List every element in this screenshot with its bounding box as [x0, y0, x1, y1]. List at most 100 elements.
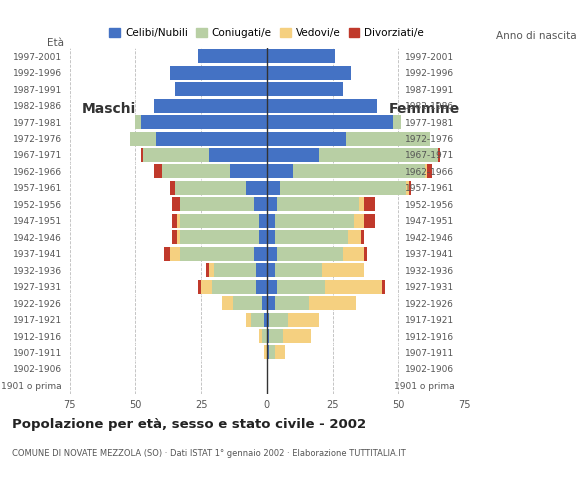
Bar [259, 214, 267, 228]
Bar [169, 66, 267, 80]
Bar [209, 148, 267, 162]
Bar [140, 148, 143, 162]
Text: Anno di nascita: Anno di nascita [496, 31, 577, 41]
Bar [180, 230, 259, 244]
Bar [212, 280, 256, 294]
Bar [277, 247, 343, 261]
Bar [267, 181, 280, 195]
Bar [172, 214, 177, 228]
Bar [172, 230, 177, 244]
Legend: Celibi/Nubili, Coniugati/e, Vedovi/e, Divorziati/e: Celibi/Nubili, Coniugati/e, Vedovi/e, Di… [105, 24, 429, 42]
Bar [382, 280, 385, 294]
Bar [346, 132, 430, 145]
Bar [253, 247, 267, 261]
Bar [270, 329, 282, 343]
Bar [267, 98, 377, 113]
Bar [130, 132, 157, 145]
Bar [267, 82, 343, 96]
Bar [262, 296, 267, 310]
Bar [275, 214, 354, 228]
Bar [438, 148, 440, 162]
Bar [267, 329, 270, 343]
Bar [175, 82, 267, 96]
Bar [275, 346, 285, 360]
Bar [427, 165, 433, 179]
Bar [177, 230, 180, 244]
Text: Età: Età [48, 38, 64, 48]
Bar [262, 329, 267, 343]
Bar [140, 115, 267, 129]
Text: Maschi: Maschi [82, 102, 136, 116]
Bar [267, 280, 277, 294]
Bar [164, 247, 169, 261]
Bar [162, 165, 230, 179]
Bar [230, 165, 267, 179]
Bar [359, 197, 364, 211]
Bar [180, 214, 259, 228]
Bar [233, 296, 262, 310]
Bar [275, 263, 322, 277]
Bar [267, 49, 335, 63]
Bar [275, 296, 309, 310]
Bar [406, 181, 409, 195]
Bar [154, 165, 162, 179]
Bar [349, 230, 361, 244]
Bar [277, 280, 325, 294]
Bar [264, 312, 267, 326]
Bar [267, 165, 293, 179]
Bar [425, 165, 427, 179]
Text: Femmine: Femmine [389, 102, 460, 116]
Bar [267, 263, 275, 277]
Bar [293, 165, 425, 179]
Bar [259, 230, 267, 244]
Bar [177, 214, 180, 228]
Bar [264, 346, 267, 360]
Bar [222, 296, 233, 310]
Text: Popolazione per età, sesso e stato civile - 2002: Popolazione per età, sesso e stato civil… [12, 418, 366, 431]
Bar [143, 148, 209, 162]
Bar [409, 181, 411, 195]
Bar [267, 230, 275, 244]
Bar [364, 247, 367, 261]
Bar [267, 148, 320, 162]
Bar [169, 181, 175, 195]
Bar [270, 312, 288, 326]
Bar [246, 312, 251, 326]
Bar [180, 247, 253, 261]
Bar [157, 132, 267, 145]
Bar [180, 197, 253, 211]
Bar [175, 181, 246, 195]
Bar [267, 197, 277, 211]
Bar [214, 263, 256, 277]
Text: COMUNE DI NOVATE MEZZOLA (SO) · Dati ISTAT 1° gennaio 2002 · Elaborazione TUTTIT: COMUNE DI NOVATE MEZZOLA (SO) · Dati IST… [12, 449, 405, 458]
Bar [206, 263, 209, 277]
Bar [267, 214, 275, 228]
Bar [364, 214, 375, 228]
Bar [169, 247, 180, 261]
Bar [288, 312, 320, 326]
Bar [135, 115, 140, 129]
Bar [361, 230, 364, 244]
Bar [277, 197, 359, 211]
Bar [280, 181, 406, 195]
Bar [275, 230, 349, 244]
Bar [270, 346, 275, 360]
Bar [354, 214, 364, 228]
Bar [320, 148, 438, 162]
Bar [251, 312, 264, 326]
Bar [172, 197, 180, 211]
Bar [246, 181, 267, 195]
Bar [393, 115, 401, 129]
Bar [198, 49, 267, 63]
Bar [253, 197, 267, 211]
Bar [154, 98, 267, 113]
Bar [209, 263, 214, 277]
Bar [201, 280, 212, 294]
Bar [256, 263, 267, 277]
Bar [256, 280, 267, 294]
Bar [198, 280, 201, 294]
Bar [267, 296, 275, 310]
Bar [325, 280, 382, 294]
Bar [267, 132, 346, 145]
Bar [267, 115, 393, 129]
